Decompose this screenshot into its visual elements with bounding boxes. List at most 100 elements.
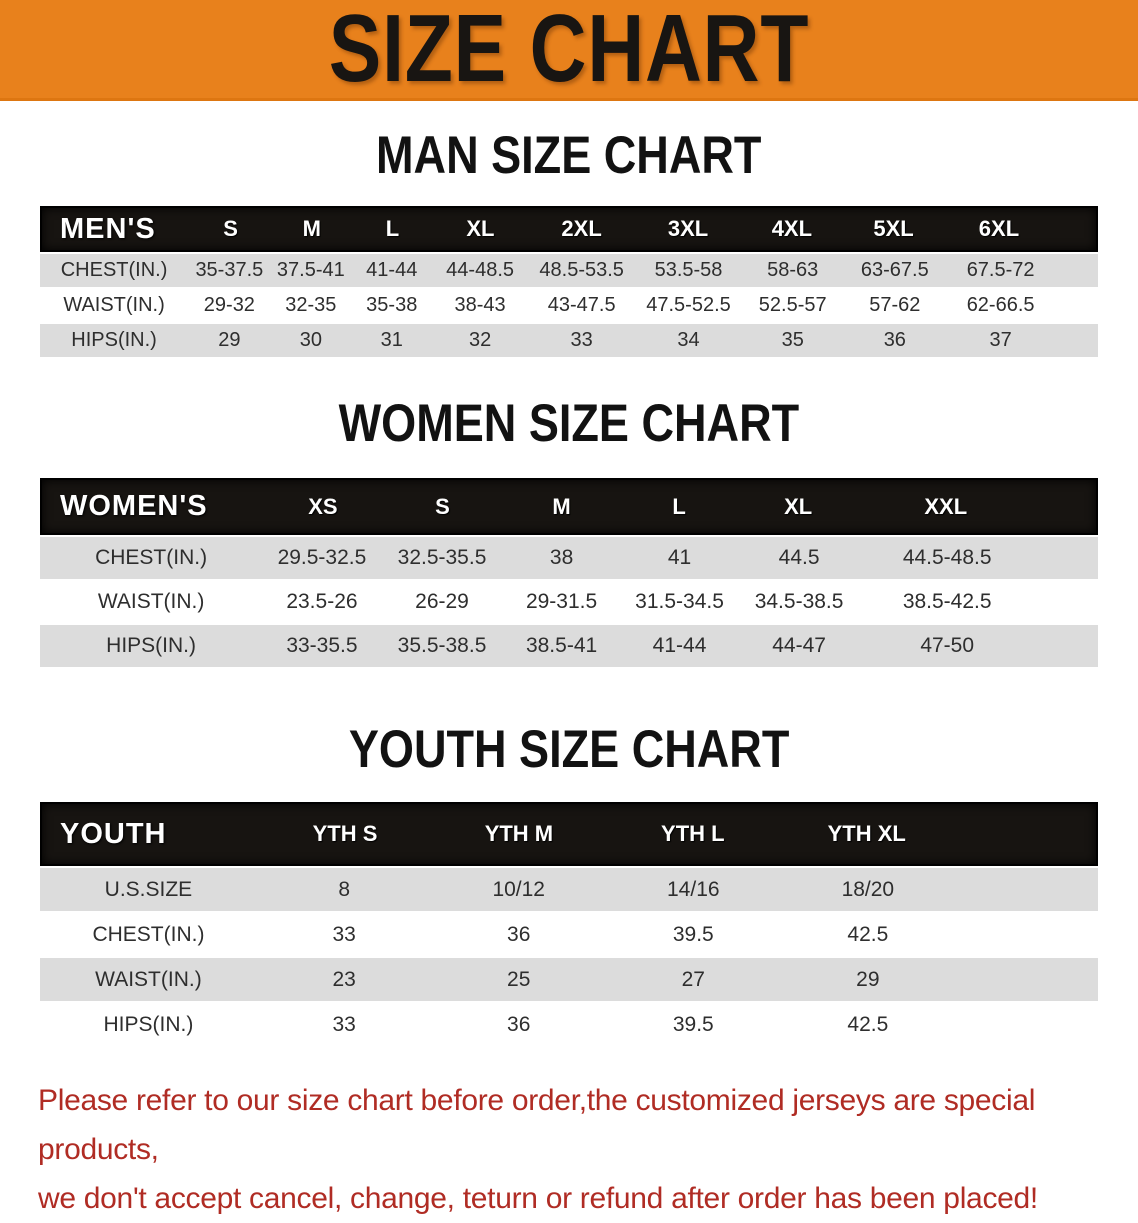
size-value-cell: 48.5-53.5 (539, 259, 624, 281)
measurement-row: HIPS(IN.) 29 30 31 32 33 34 35 36 37 (40, 324, 1098, 357)
men-size-table: MEN'S S M L XL 2XL 3XL 4XL 5XL 6XL CHEST(IN.) 35-37… (40, 206, 1098, 357)
size-value-cell: 23 (332, 967, 356, 991)
order-disclaimer: Please refer to our size chart before or… (38, 1076, 1100, 1223)
size-value-cell: 31 (380, 329, 403, 351)
size-column-header: 4XL (771, 216, 813, 241)
youth-heading-text: YOUTH SIZE CHART (348, 720, 790, 779)
table-title: MEN'S (60, 212, 156, 245)
size-value-cell: 29-32 (203, 294, 255, 316)
size-value-cell: 62-66.5 (966, 294, 1035, 316)
size-value-cell: 29 (856, 967, 880, 991)
measurement-row: WAIST(IN.) 23.5-26 26-29 29-31.5 31.5-34.5 34… (40, 581, 1098, 623)
measurement-row: U.S.SIZE 8 10/12 14/16 18/20 (40, 868, 1098, 911)
size-column-header: S (435, 493, 450, 519)
table-header-row: WOMEN'S XS S M L XL XXL (40, 478, 1098, 535)
size-value-cell: 38.5-42.5 (902, 590, 992, 613)
youth-size-table: YOUTH YTH S YTH M YTH L YTH XL U.S.SIZE 8 10/12… (40, 802, 1098, 1046)
size-value-cell: 58-63 (767, 259, 819, 281)
size-column-header: M (302, 216, 321, 241)
size-value-cell: 33 (570, 329, 593, 351)
size-value-cell: 53.5-58 (654, 259, 723, 281)
size-value-cell: 57-62 (869, 294, 921, 316)
row-label: WAIST(IN.) (95, 967, 202, 991)
row-label: HIPS(IN.) (106, 634, 196, 657)
row-label: CHEST(IN.) (92, 922, 205, 946)
size-value-cell: 32-35 (285, 294, 337, 316)
size-value-cell: 36 (507, 922, 531, 946)
row-label: HIPS(IN.) (71, 329, 157, 351)
size-value-cell: 10/12 (492, 877, 545, 901)
size-value-cell: 39.5 (672, 1012, 714, 1036)
size-value-cell: 33 (332, 1012, 356, 1036)
size-column-header: L (385, 216, 400, 241)
size-value-cell: 32.5-35.5 (397, 546, 487, 569)
row-label: WAIST(IN.) (97, 590, 205, 613)
table-header-row: YOUTH YTH S YTH M YTH L YTH XL (40, 802, 1098, 866)
size-value-cell: 34 (677, 329, 700, 351)
size-value-cell: 30 (299, 329, 322, 351)
size-value-cell: 43-47.5 (547, 294, 616, 316)
size-value-cell: 36 (883, 329, 906, 351)
size-column-header: S (223, 216, 238, 241)
size-value-cell: 37.5-41 (276, 259, 345, 281)
size-value-cell: 37 (989, 329, 1012, 351)
size-value-cell: 41 (667, 546, 692, 569)
row-label: HIPS(IN.) (103, 1012, 194, 1036)
size-value-cell: 8 (338, 877, 350, 901)
size-column-header: 6XL (978, 216, 1020, 241)
size-value-cell: 47-50 (920, 634, 975, 657)
row-label: WAIST(IN.) (63, 294, 165, 316)
size-value-cell: 34.5-38.5 (754, 590, 844, 613)
size-value-cell: 35 (781, 329, 804, 351)
size-value-cell: 39.5 (672, 922, 714, 946)
measurement-row: HIPS(IN.) 33 36 39.5 42.5 (40, 1003, 1098, 1046)
size-column-header: YTH L (661, 821, 725, 846)
man-heading-text: MAN SIZE CHART (376, 126, 762, 185)
size-column-header: L (672, 493, 686, 519)
disclaimer-line-1: Please refer to our size chart before or… (38, 1084, 1036, 1166)
disclaimer-line-2: we don't accept cancel, change, teturn o… (38, 1182, 1038, 1215)
women-heading-text: WOMEN SIZE CHART (338, 394, 800, 453)
size-value-cell: 35-38 (366, 294, 418, 316)
size-column-header: XXL (924, 493, 968, 519)
size-value-cell: 23.5-26 (286, 590, 358, 613)
size-value-cell: 52.5-57 (758, 294, 827, 316)
size-value-cell: 67.5-72 (966, 259, 1035, 281)
table-title: YOUTH (60, 817, 167, 850)
man-section-heading: MAN SIZE CHART (0, 129, 1138, 182)
size-value-cell: 27 (681, 967, 705, 991)
size-value-cell: 63-67.5 (860, 259, 929, 281)
size-value-cell: 29 (218, 329, 241, 351)
size-column-header: YTH M (484, 821, 554, 846)
size-value-cell: 32 (468, 329, 492, 351)
size-column-header: 3XL (667, 216, 709, 241)
size-value-cell: 33 (332, 922, 356, 946)
size-value-cell: 29-31.5 (525, 590, 598, 613)
size-value-cell: 25 (507, 967, 531, 991)
women-section-heading: WOMEN SIZE CHART (0, 397, 1138, 450)
row-label: CHEST(IN.) (95, 546, 208, 569)
size-value-cell: 36 (507, 1012, 531, 1036)
size-value-cell: 35.5-38.5 (397, 634, 487, 657)
size-value-cell: 38 (549, 546, 574, 569)
table-title: WOMEN'S (60, 490, 208, 522)
measurement-row: WAIST(IN.) 23 25 27 29 (40, 958, 1098, 1001)
size-value-cell: 41-44 (366, 259, 418, 281)
size-column-header: XL (466, 216, 495, 241)
size-value-cell: 35-37.5 (195, 259, 264, 281)
size-chart-banner: SIZE CHART (0, 0, 1138, 101)
size-value-cell: 29.5-32.5 (277, 546, 367, 569)
size-column-header: YTH S (312, 821, 378, 846)
size-value-cell: 44.5 (778, 546, 820, 569)
size-value-cell: 42.5 (847, 922, 889, 946)
measurement-row: CHEST(IN.) 29.5-32.5 32.5-35.5 38 41 44.5 44.5… (40, 537, 1098, 579)
size-value-cell: 18/20 (841, 877, 895, 901)
size-value-cell: 41-44 (652, 634, 707, 657)
banner-title: SIZE CHART (328, 0, 810, 102)
size-value-cell: 44-47 (772, 634, 826, 657)
measurement-row: WAIST(IN.) 29-32 32-35 35-38 38-43 43-47.5 47.… (40, 289, 1098, 322)
women-size-table: WOMEN'S XS S M L XL XXL CHEST(IN.) 29.5-32.5 32.5… (40, 478, 1098, 667)
measurement-row: CHEST(IN.) 33 36 39.5 42.5 (40, 913, 1098, 956)
row-label: CHEST(IN.) (60, 259, 168, 281)
size-value-cell: 31.5-34.5 (635, 590, 724, 613)
